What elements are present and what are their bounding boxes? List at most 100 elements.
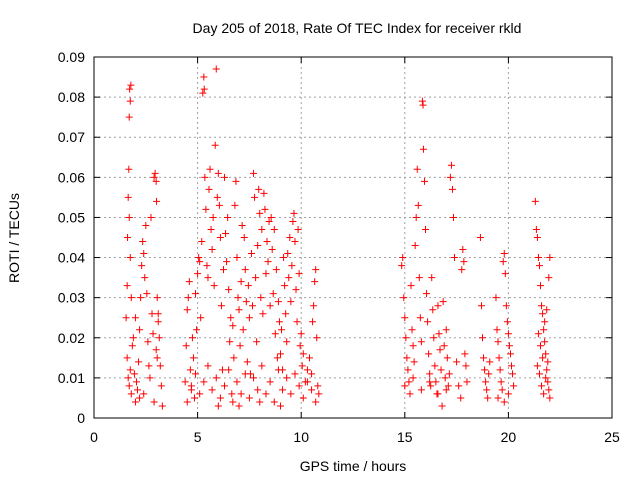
data-point [537,342,545,350]
data-point [482,378,490,386]
data-point [543,306,551,314]
data-point [434,390,442,398]
data-point [437,366,445,374]
data-point [183,306,191,314]
data-point [267,213,275,221]
data-point [418,97,426,105]
data-point [192,290,200,298]
data-point [455,382,463,390]
data-point [200,378,208,386]
data-point [311,278,319,286]
data-point [494,394,502,402]
data-point [298,362,306,370]
data-point [398,262,406,270]
y-tick-label: 0.04 [58,250,85,266]
data-point [196,390,204,398]
y-tick-label: 0.02 [58,330,85,346]
data-point [502,302,510,310]
data-point [299,350,307,358]
data-point [506,350,514,358]
data-point [124,374,132,382]
data-point [541,318,549,326]
data-point [181,378,189,386]
data-point [202,205,210,213]
data-point [287,390,295,398]
data-point [532,225,540,233]
data-point [280,254,288,262]
data-point [282,310,290,318]
data-point [533,362,541,370]
data-point [232,177,240,185]
data-point [256,398,264,406]
data-point [539,310,547,318]
data-point [279,386,287,394]
data-point [270,225,278,233]
data-point [136,394,144,402]
data-point [314,382,322,390]
data-point [500,398,508,406]
data-point [309,318,317,326]
data-point [231,201,239,209]
data-point [274,366,282,374]
data-point [542,350,550,358]
data-point [193,326,201,334]
data-point [419,145,427,153]
data-point [230,354,238,362]
data-point [153,197,161,205]
data-point [308,386,316,394]
data-point [138,262,146,270]
data-point [262,270,270,278]
data-point [250,169,258,177]
data-point [407,282,415,290]
data-point [432,378,440,386]
data-point [227,314,235,322]
data-point [268,246,276,254]
data-point [158,402,166,410]
data-point [182,342,190,350]
data-point [123,282,131,290]
data-point [416,314,424,322]
data-point [276,402,284,410]
data-point [273,354,281,362]
data-point [263,238,271,246]
data-point [245,314,253,322]
data-point [451,254,459,262]
data-point [404,366,412,374]
data-point [126,85,134,93]
data-point [225,366,233,374]
data-point [241,266,249,274]
data-point [253,338,261,346]
data-point [260,189,268,197]
data-point [242,298,250,306]
data-point [481,366,489,374]
data-point [154,318,162,326]
data-point [492,294,500,302]
data-point [265,217,273,225]
data-point [476,234,484,241]
data-point [497,378,505,386]
data-point [127,81,135,89]
data-point [141,274,149,282]
data-point [410,358,418,366]
data-point [308,370,316,378]
data-point [462,362,470,370]
data-point [236,342,244,350]
data-point [275,318,283,326]
data-point [270,398,278,406]
data-point [207,225,215,233]
data-point [264,258,272,266]
data-point [189,354,197,362]
data-point [201,173,209,181]
data-point [134,386,142,394]
data-point [435,330,443,338]
data-point [226,338,234,346]
data-point [477,302,485,310]
data-point [545,386,553,394]
data-point [401,382,409,390]
data-point [505,342,513,350]
data-point [234,294,242,302]
data-point [249,302,257,310]
data-point [266,302,274,310]
y-axis-label: ROTI / TECUs [6,193,22,283]
data-point [150,173,158,181]
